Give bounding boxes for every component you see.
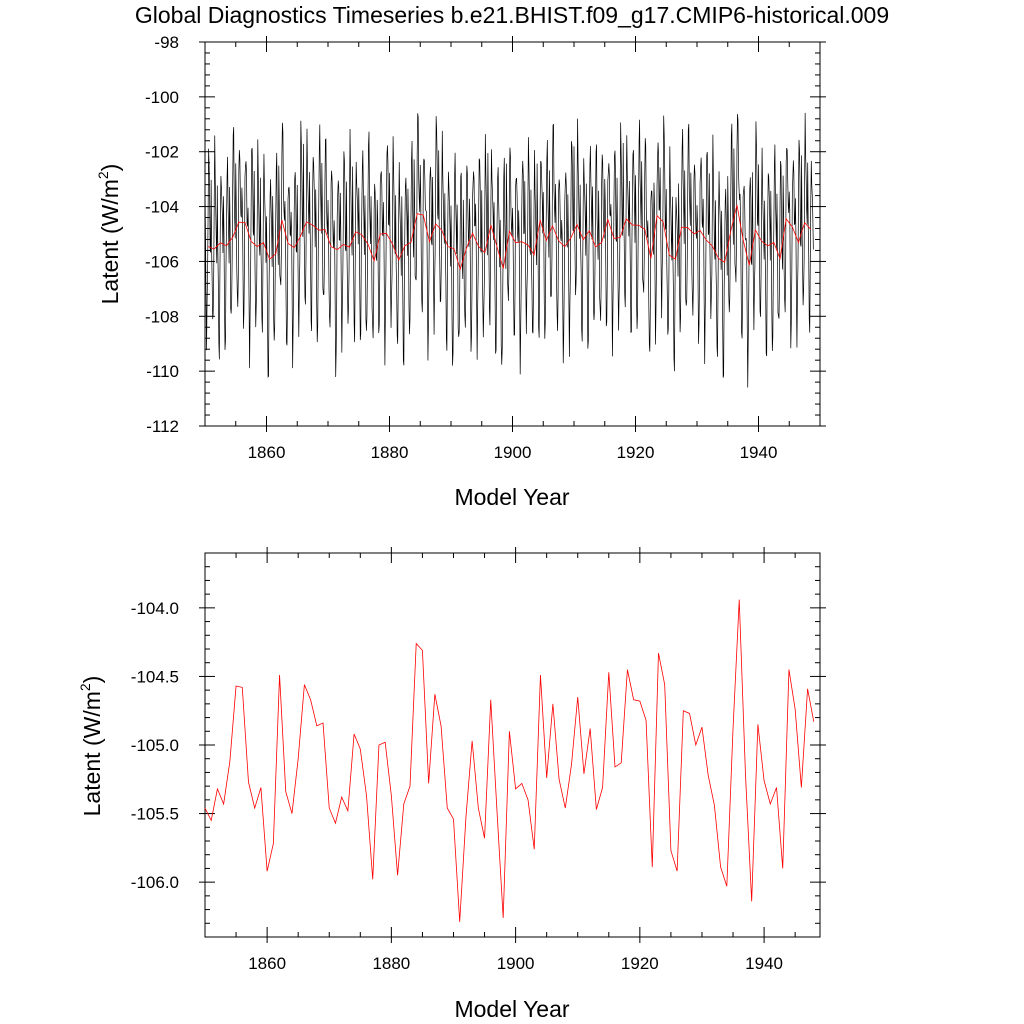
- bottom-y-tick-labels: -106.0 -105.5 -105.0 -104.5 -104.0: [131, 599, 179, 892]
- bottom-series-lines: [204, 599, 815, 922]
- top-x-tick-label: 1940: [740, 443, 778, 462]
- top-y-tick-label: -104: [145, 198, 179, 217]
- top-x-tick-label: 1880: [371, 443, 409, 462]
- bottom-x-tick-label: 1860: [248, 954, 286, 973]
- top-series-lines: [205, 112, 814, 388]
- bottom-x-tick-label: 1900: [497, 954, 535, 973]
- top-x-tick-label: 1900: [494, 443, 532, 462]
- top-y-tick-label: -106: [145, 252, 179, 271]
- bottom-y-tick-label: -105.5: [131, 805, 179, 824]
- bottom-x-tick-label: 1920: [621, 954, 659, 973]
- bottom-y-tick-label: -105.0: [131, 736, 179, 755]
- top-y-tick-label: -102: [145, 143, 179, 162]
- top-y-tick-label: -110: [146, 362, 179, 381]
- bottom-tick-marks: [199, 547, 826, 943]
- top-y-tick-labels: -112 -110 -108 -106 -104 -102 -100 -98: [145, 33, 179, 436]
- bottom-annual-series-line: [204, 599, 815, 922]
- figure-title: Global Diagnostics Timeseries b.e21.BHIS…: [135, 2, 889, 28]
- top-y-axis-label: Latent (W/m2): [95, 164, 123, 305]
- bottom-x-tick-labels: 1860 1880 1900 1920 1940: [248, 954, 783, 973]
- top-tick-marks: [199, 36, 826, 432]
- top-y-tick-label: -108: [145, 307, 179, 326]
- bottom-y-axis-label-base: Latent (W/m: [79, 691, 105, 816]
- top-x-tick-label: 1860: [248, 443, 286, 462]
- top-y-axis-label-sup: 2: [95, 171, 111, 179]
- bottom-y-axis-label: Latent (W/m2): [77, 676, 105, 817]
- bottom-y-tick-label: -106.0: [131, 873, 179, 892]
- annual-timeseries-panel: -106.0-105.5-105.0-104.5-104.0 1860 1880 1…: [77, 547, 826, 1022]
- monthly-timeseries-panel: -112 -110 -108 -106 -104 -102 -100 -98 1860 1880…: [95, 33, 826, 510]
- bottom-x-tick-label: 1880: [372, 954, 410, 973]
- bottom-plot-frame: [204, 552, 821, 938]
- top-monthly-series-line: [205, 112, 814, 388]
- top-x-axis-label: Model Year: [454, 484, 569, 510]
- top-x-tick-labels: 1860 1880 1900 1920 1940: [248, 443, 778, 462]
- top-y-tick-label: -100: [145, 88, 179, 107]
- bottom-y-tick-label: -104.5: [131, 667, 179, 686]
- bottom-y-tick-label: -104.0: [131, 599, 179, 618]
- bottom-x-tick-label: 1940: [745, 954, 783, 973]
- bottom-y-axis-label-end: ): [79, 676, 105, 684]
- top-y-axis-label-end: ): [97, 164, 123, 172]
- top-x-tick-label: 1920: [617, 443, 655, 462]
- top-y-tick-label: -112: [146, 417, 179, 436]
- top-y-tick-label: -98: [154, 33, 179, 52]
- top-y-axis-label-base: Latent (W/m: [97, 179, 123, 304]
- top-annual-series-line: [207, 204, 812, 271]
- bottom-y-axis-label-sup: 2: [77, 683, 93, 691]
- bottom-x-axis-label: Model Year: [454, 996, 569, 1022]
